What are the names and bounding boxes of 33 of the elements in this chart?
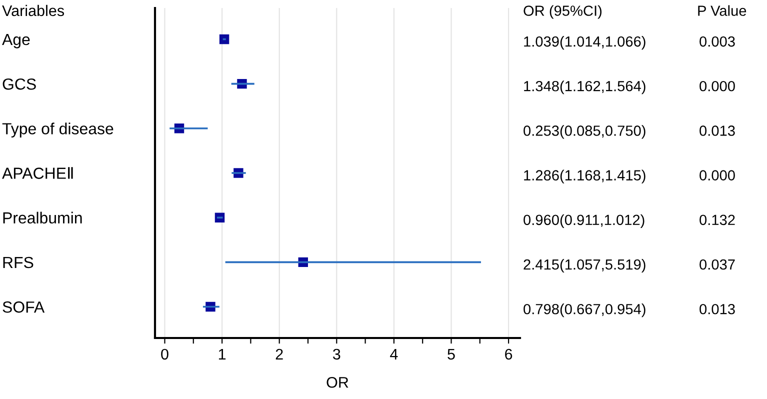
y-tick-label: GCS [2,78,36,90]
text: OR (95%CI) [524,5,602,19]
data-label: 1.039(1.014,1.066) [524,36,646,50]
text: 0.003 [700,36,735,47]
x-tick-label: 0 [161,348,168,360]
text: P Value [698,5,746,16]
x-tick-label: 2 [276,348,283,360]
text: 0.013 [700,126,735,136]
data-label: 1.348(1.162,1.564) [524,80,646,94]
text: 0.037 [700,259,735,270]
data-label: 0.253(0.085,0.750) [524,125,646,139]
point [219,34,230,44]
y-tick-label: Type of disease [2,122,114,138]
text: 0.000 [700,80,735,92]
data-label: 2.415(1.057,5.519) [524,258,646,273]
y-tick-label: SOFA [2,301,45,313]
y-tick-label: APACHEⅡ [2,167,73,179]
text: 0.132 [700,214,735,226]
y-tick-label: RFS [3,256,34,268]
x-tick-label: 4 [390,348,398,360]
x-tick-label: 3 [332,348,340,360]
x-tick-label: 1 [218,348,226,360]
data-label: 0.960(0.911,1.012) [524,214,644,228]
text: 0.013 [700,304,735,314]
x-tick-label: 5 [448,348,455,360]
data-label: 0.798(0.667,0.954) [524,304,646,318]
y-axis-title: Variables [2,4,64,16]
data-label: 1.286(1.168,1.415) [524,170,646,184]
text: 0.000 [700,170,735,180]
x-tick-label: 6 [505,348,512,360]
x-axis-title: OR [326,376,348,388]
y-tick-label: Age [2,34,30,48]
y-tick-label: Prealbumin [3,212,82,224]
